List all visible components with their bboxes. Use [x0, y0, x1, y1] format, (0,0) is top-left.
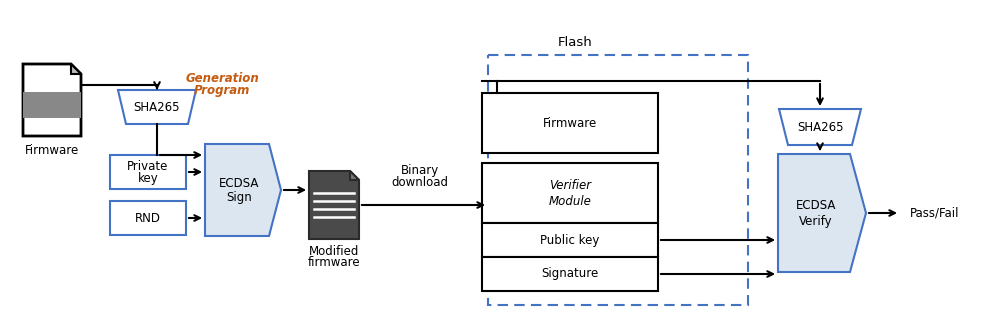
- Polygon shape: [350, 171, 359, 180]
- Text: SHA265: SHA265: [134, 100, 180, 113]
- Text: Public key: Public key: [541, 233, 600, 247]
- Text: SHA265: SHA265: [797, 120, 843, 134]
- Polygon shape: [205, 144, 281, 236]
- Text: Signature: Signature: [542, 268, 599, 280]
- Text: Verifier: Verifier: [549, 178, 591, 192]
- Text: Binary: Binary: [401, 164, 439, 176]
- Bar: [482, 163, 658, 223]
- Text: download: download: [391, 175, 448, 188]
- Bar: [110, 201, 186, 235]
- Text: ECDSA: ECDSA: [219, 176, 259, 190]
- Bar: [110, 155, 186, 189]
- Text: Verify: Verify: [799, 214, 832, 228]
- Polygon shape: [779, 109, 861, 145]
- Text: Sign: Sign: [227, 191, 252, 204]
- Polygon shape: [778, 154, 866, 272]
- Text: Firmware: Firmware: [543, 117, 597, 129]
- Polygon shape: [118, 90, 196, 124]
- Text: ECDSA: ECDSA: [796, 198, 836, 212]
- Bar: [482, 93, 658, 153]
- Text: Module: Module: [549, 194, 591, 207]
- Text: key: key: [138, 172, 159, 185]
- Text: Generation: Generation: [185, 71, 259, 84]
- Text: Program: Program: [194, 83, 250, 97]
- Polygon shape: [23, 64, 81, 136]
- Bar: [23, 92, 81, 118]
- Polygon shape: [309, 171, 359, 239]
- Text: firmware: firmware: [307, 255, 361, 269]
- Bar: [482, 257, 658, 291]
- Text: Flash: Flash: [558, 35, 593, 49]
- Text: Private: Private: [127, 159, 168, 173]
- Text: Pass/Fail: Pass/Fail: [910, 206, 959, 220]
- Text: Firmware: Firmware: [25, 144, 79, 156]
- Text: Modified: Modified: [309, 244, 360, 258]
- Bar: [482, 223, 658, 257]
- Bar: [488, 55, 748, 305]
- Polygon shape: [71, 64, 81, 74]
- Text: RND: RND: [135, 212, 161, 224]
